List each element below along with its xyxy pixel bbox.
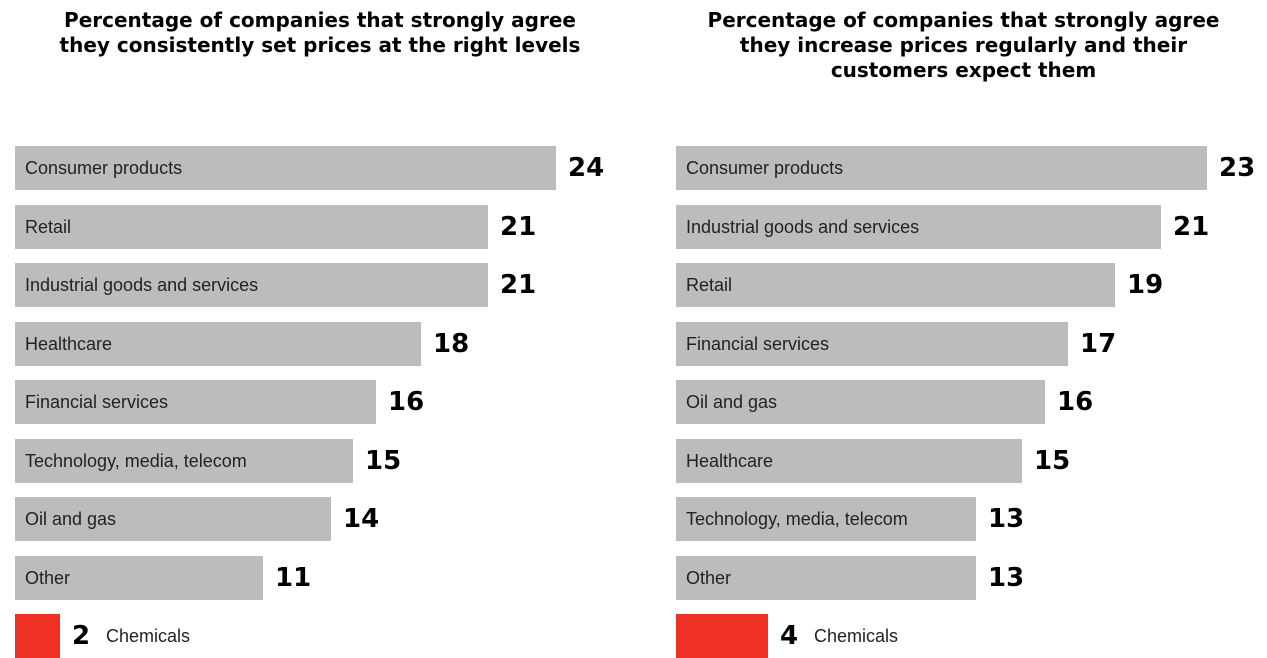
chart-title-line: they consistently set prices at the righ… (59, 33, 581, 57)
bar-category-label: Financial services (25, 391, 169, 412)
bar-left: Industrial goods and services (15, 263, 488, 307)
bar-value-label: 21 (1173, 212, 1210, 242)
bar-left: Retail (15, 205, 488, 249)
bar-right: Oil and gas (676, 380, 1045, 424)
bar-value-label: 24 (568, 153, 605, 183)
bar-category-label: Retail (686, 274, 733, 295)
bar-highlight-right (676, 614, 768, 658)
bar-value-label: 11 (275, 563, 312, 593)
chart-title-line: they increase prices regularly and their (739, 33, 1188, 57)
bar-value-label: 14 (343, 504, 380, 534)
bar-left: Oil and gas (15, 497, 331, 541)
bar-value-label: 21 (500, 270, 537, 300)
bar-right: Technology, media, telecom (676, 497, 976, 541)
chart-title-line: Percentage of companies that strongly ag… (64, 8, 576, 32)
chart-title-line: Percentage of companies that strongly ag… (707, 8, 1220, 32)
chart-title-right: Percentage of companies that strongly ag… (660, 8, 1267, 83)
bar-right: Healthcare (676, 439, 1022, 483)
bar-right: Consumer products (676, 146, 1207, 190)
bar-highlight-left (15, 614, 60, 658)
bar-value-label: 21 (500, 212, 537, 242)
bar-category-label: Financial services (686, 333, 830, 354)
bar-category-label: Industrial goods and services (25, 274, 259, 295)
bar-left: Other (15, 556, 263, 600)
bar-left: Consumer products (15, 146, 556, 190)
chart-panel-left: Percentage of companies that strongly ag… (0, 8, 640, 658)
bar-left: Financial services (15, 380, 376, 424)
bar-category-label: Technology, media, telecom (25, 450, 247, 471)
chart-title-line: customers expect them (830, 58, 1097, 82)
bar-value-label: 18 (433, 329, 470, 359)
bar-category-label: Retail (25, 216, 72, 237)
bar-category-label: Other (686, 567, 732, 588)
bar-value-label: 2 (72, 621, 91, 651)
bar-value-label: 23 (1219, 153, 1256, 183)
bar-right: Financial services (676, 322, 1068, 366)
bar-left: Technology, media, telecom (15, 439, 353, 483)
bar-category-label: Oil and gas (686, 391, 778, 412)
bar-value-label: 17 (1080, 329, 1117, 359)
bar-value-label: 15 (365, 446, 402, 476)
bar-right: Retail (676, 263, 1115, 307)
bar-category-label: Technology, media, telecom (686, 508, 908, 529)
bar-category-label: Consumer products (25, 157, 183, 178)
bar-value-label: 4 (780, 621, 799, 651)
bar-category-label: Healthcare (686, 450, 774, 471)
bar-category-label: Chemicals (106, 625, 191, 646)
chart-title-left: Percentage of companies that strongly ag… (0, 8, 640, 58)
bar-right: Industrial goods and services (676, 205, 1161, 249)
bar-category-label: Oil and gas (25, 508, 117, 529)
bar-category-label: Other (25, 567, 71, 588)
bar-value-label: 13 (988, 563, 1025, 593)
bar-value-label: 16 (388, 387, 425, 417)
chart-panel-right: Percentage of companies that strongly ag… (660, 0, 1267, 658)
bar-value-label: 16 (1057, 387, 1094, 417)
bar-category-label: Consumer products (686, 157, 844, 178)
bar-value-label: 19 (1127, 270, 1164, 300)
bar-value-label: 15 (1034, 446, 1071, 476)
bar-category-label: Healthcare (25, 333, 113, 354)
bar-right: Other (676, 556, 976, 600)
bar-left: Healthcare (15, 322, 421, 366)
bar-category-label: Chemicals (814, 625, 899, 646)
bar-value-label: 13 (988, 504, 1025, 534)
bar-category-label: Industrial goods and services (686, 216, 920, 237)
